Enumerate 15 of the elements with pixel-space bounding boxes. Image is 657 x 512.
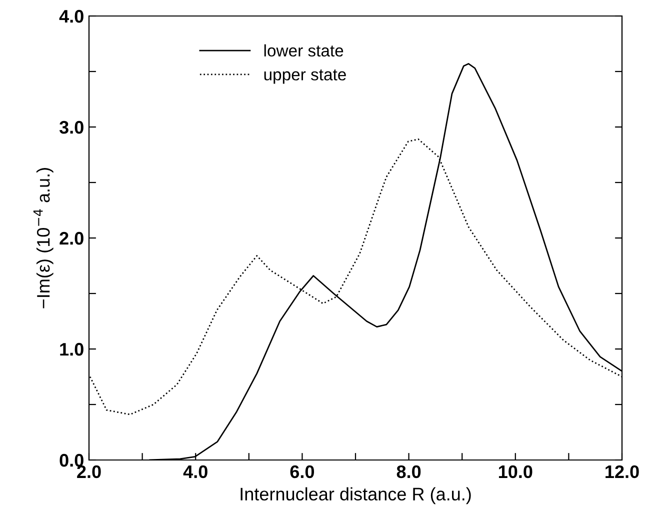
x-axis-title: Internuclear distance R (a.u.) [240, 487, 471, 504]
x-tick-label: 6.0 [290, 465, 314, 478]
y-tick-label: 2.0 [60, 232, 84, 245]
legend-label: upper state [264, 69, 346, 84]
x-tick-label: 8.0 [396, 465, 421, 478]
y-tick-label: 1.0 [60, 342, 84, 356]
legend-label: lower state [264, 44, 344, 57]
y-tick-label: 4.0 [59, 10, 84, 23]
y-axis-title: −Im(ε) (10$^{−4}$ a.u.) [33, 168, 54, 308]
y-tick-label: 0.0 [60, 454, 84, 467]
x-tick-label: 10.0 [498, 465, 532, 478]
x-tick-label: 4.0 [183, 465, 208, 478]
x-tick-label: 12.0 [606, 465, 639, 478]
y-tick-label: 3.0 [59, 120, 84, 134]
x-tick-label: 2.0 [77, 465, 101, 478]
